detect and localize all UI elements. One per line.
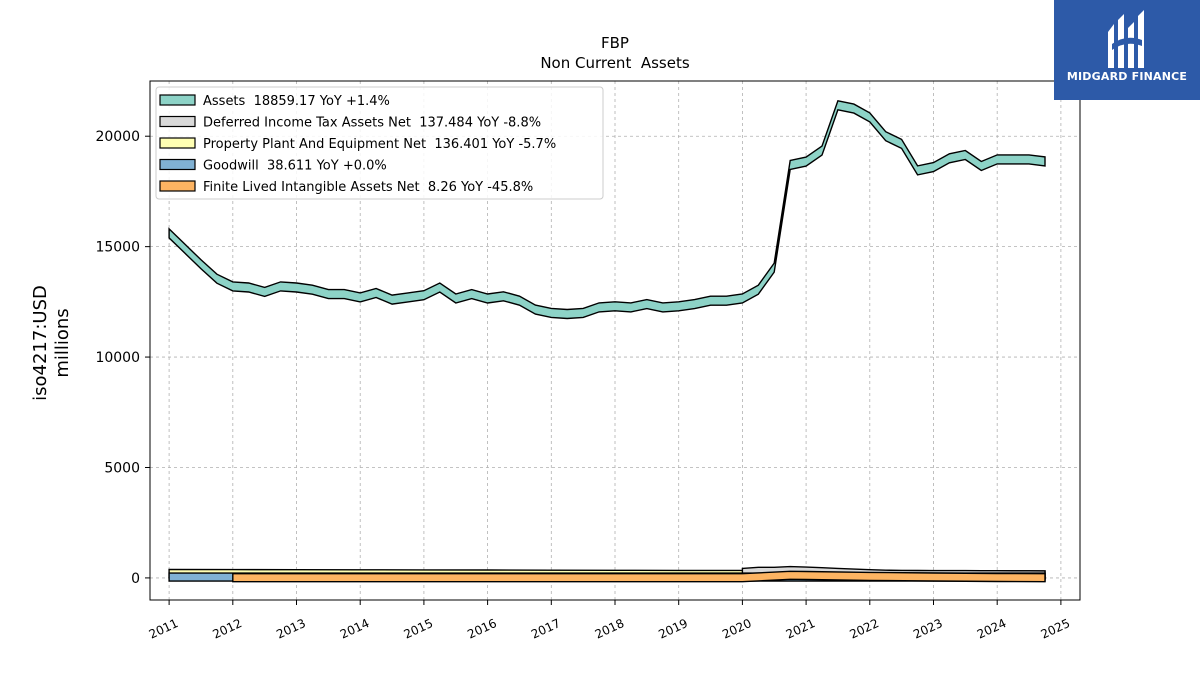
x-tick-label: 2024 [975,616,1009,642]
y-axis-label-unit: iso4217:USD [30,285,51,401]
series-band-4 [232,570,1046,583]
legend-swatch [159,115,196,128]
x-tick-label: 2011 [147,616,181,642]
legend-label: Goodwill 38.611 YoY +0.0% [203,159,387,174]
x-tick-label: 2022 [847,616,881,642]
legend-swatch [159,180,196,192]
legend-label: Property Plant And Equipment Net 136.401… [203,137,556,152]
series-band-0 [168,99,1046,320]
y-tick-label: 5000 [104,460,140,476]
legend-box [155,86,604,200]
brand-logo: MIDGARD FINANCE [1054,0,1200,100]
x-tick-label: 2012 [210,616,244,642]
legend-swatch [159,158,196,171]
series-areas [168,99,1046,583]
legend-label: Deferred Income Tax Assets Net 137.484 Y… [203,116,541,131]
x-tick-label: 2021 [784,616,818,642]
x-tick-label: 2020 [720,616,754,642]
x-tick-label: 2015 [402,616,436,642]
y-tick-label: 15000 [95,240,140,256]
chart-subtitle: Non Current Assets [540,54,690,72]
legend: Assets 18859.17 YoY +1.4% Deferred Income… [155,86,604,200]
brand-name: MIDGARD FINANCE [1066,70,1188,83]
x-tick-label: 2013 [274,616,308,642]
logo-icon [1108,10,1144,68]
y-tick-label: 10000 [95,350,140,366]
y-tick-label: 20000 [95,129,140,145]
x-tick-label: 2014 [338,616,372,642]
x-tick-label: 2017 [529,616,563,642]
y-axis-label-scale: millions [52,308,73,377]
legend-label: Assets 18859.17 YoY +1.4% [203,94,390,109]
legend-swatch [159,137,196,149]
x-tick-label: 2023 [911,616,945,642]
y-tick-label: 0 [131,571,140,587]
legend-swatch [159,94,196,106]
x-tick-label: 2019 [656,616,690,642]
x-tick-label: 2016 [465,616,499,642]
axis-ticks: 2011 2012 2013 2014 2015 2016 2017 2018 2019 2020… [95,129,1072,641]
x-tick-label: 2025 [1039,616,1073,642]
chart-title: FBP [601,34,629,52]
legend-label: Finite Lived Intangible Assets Net 8.26 … [203,180,533,195]
x-tick-label: 2018 [593,616,627,642]
y-axis-label: iso4217:USD millions [30,285,73,401]
